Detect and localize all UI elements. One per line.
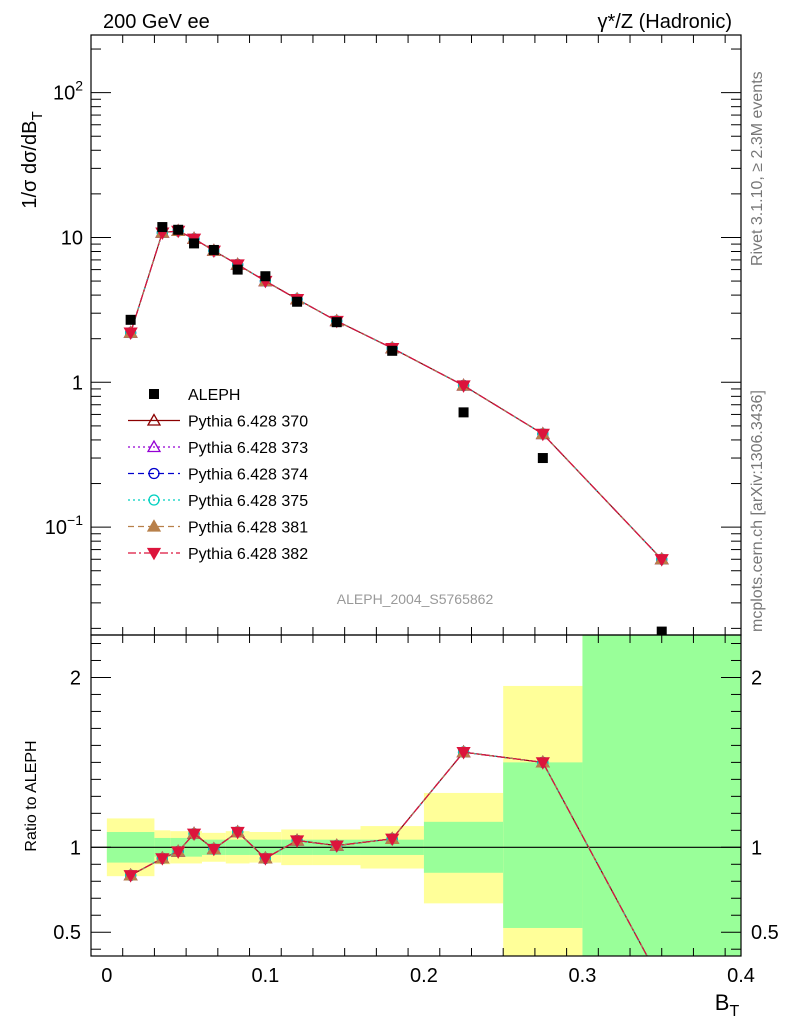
ratio-5-point-11 bbox=[535, 757, 550, 770]
ratio-frame bbox=[90, 634, 742, 957]
legend-label-1: Pythia 6.428 373 bbox=[188, 440, 308, 457]
main-frame bbox=[90, 34, 742, 636]
ratio-y-axis-label: Ratio to ALEPH bbox=[23, 740, 40, 851]
title-right: γ*/Z (Hadronic) bbox=[598, 11, 732, 33]
legend-marker-5 bbox=[146, 547, 162, 561]
title-left: 200 GeV ee bbox=[103, 11, 210, 33]
inner-band-11 bbox=[582, 635, 741, 956]
ratio-uncertainty-bands bbox=[91, 635, 741, 956]
series-5-point-11 bbox=[535, 428, 550, 442]
aleph-point-1 bbox=[157, 222, 168, 233]
aleph-point-3 bbox=[189, 238, 200, 249]
legend-marker-4 bbox=[146, 519, 162, 532]
inner-band-10 bbox=[503, 762, 583, 928]
ratio-5-point-9 bbox=[385, 833, 400, 847]
y-tick-label: 10−1 bbox=[45, 512, 83, 539]
ratio-5-point-7 bbox=[289, 835, 305, 848]
legend: ALEPH Pythia 6.428 370 Pythia 6.428 373 Pyt… bbox=[128, 387, 308, 563]
series-5-point-0 bbox=[123, 327, 138, 341]
main-y-axis-label: 1/σ dσ/dBT bbox=[19, 111, 46, 208]
axes: 0 0.1 0.2 0.3 0.4 102 10 1 10−1 0.5 0.5 1 1 2 2 bbox=[45, 34, 779, 987]
x-tick-label: 0.3 bbox=[569, 965, 597, 987]
aleph-point-10 bbox=[458, 407, 469, 418]
series-5-point-10 bbox=[456, 380, 471, 393]
legend-marker-2 bbox=[148, 467, 160, 480]
x-tick-label: 0.1 bbox=[251, 965, 279, 987]
ratio-y-tick-label-left: 2 bbox=[70, 667, 81, 689]
aleph-point-7 bbox=[292, 296, 303, 307]
ratio-5-point-10 bbox=[456, 747, 471, 760]
ratio-y-tick-label-left: 0.5 bbox=[53, 922, 81, 944]
ratio-5-point-2 bbox=[171, 846, 186, 859]
aleph-point-8 bbox=[331, 317, 342, 328]
legend-label-2: Pythia 6.428 374 bbox=[188, 467, 308, 484]
x-tick-label: 0.2 bbox=[410, 965, 438, 987]
legend-label-aleph: ALEPH bbox=[188, 387, 240, 404]
watermark-label: ALEPH_2004_S5765862 bbox=[337, 591, 494, 607]
ratio-5-point-6 bbox=[258, 853, 273, 866]
aleph-point-5 bbox=[232, 264, 243, 275]
legend-label-3: Pythia 6.428 375 bbox=[188, 493, 308, 510]
series-5-point-12 bbox=[654, 554, 669, 567]
legend-label-5: Pythia 6.428 382 bbox=[188, 546, 308, 563]
aleph-point-6 bbox=[260, 271, 271, 282]
ratio-5-point-3 bbox=[186, 828, 202, 842]
aleph-point-0 bbox=[125, 314, 136, 325]
x-tick-label: 0 bbox=[101, 965, 112, 987]
ratio-5-point-8 bbox=[329, 840, 344, 853]
rivet-version-label: Rivet 3.1.10, ≥ 2.3M events bbox=[749, 71, 766, 266]
ratio-5-point-4 bbox=[206, 843, 221, 857]
legend-marker-3 bbox=[148, 494, 160, 506]
ratio-y-tick-label-left: 1 bbox=[70, 837, 81, 859]
aleph-point-9 bbox=[387, 345, 398, 356]
ratio-y-tick-label-right: 1 bbox=[751, 837, 762, 859]
y-tick-label: 102 bbox=[53, 78, 83, 105]
y-tick-label: 1 bbox=[72, 372, 83, 394]
aleph-point-11 bbox=[537, 453, 548, 464]
x-tick-label: 0.4 bbox=[727, 965, 755, 987]
ratio-y-tick-label-right: 0.5 bbox=[751, 922, 779, 944]
legend-marker-1 bbox=[146, 439, 162, 453]
ratio-y-tick-label-right: 2 bbox=[751, 667, 762, 689]
x-axis-label: BT bbox=[715, 990, 740, 1020]
ratio-5-point-5 bbox=[230, 826, 245, 840]
mcplots-label: mcplots.cern.ch [arXiv:1306.3436] bbox=[749, 390, 766, 632]
legend-marker-0 bbox=[146, 413, 162, 426]
y-tick-label: 10 bbox=[61, 227, 83, 249]
aleph-point-2 bbox=[173, 224, 184, 235]
ratio-5-point-0 bbox=[123, 870, 138, 883]
legend-swatch-aleph bbox=[149, 389, 159, 399]
legend-label-4: Pythia 6.428 381 bbox=[188, 520, 308, 537]
legend-label-0: Pythia 6.428 370 bbox=[188, 414, 308, 431]
aleph-point-4 bbox=[208, 244, 219, 255]
ratio-series bbox=[123, 744, 648, 956]
ratio-5-point-1 bbox=[155, 853, 170, 866]
